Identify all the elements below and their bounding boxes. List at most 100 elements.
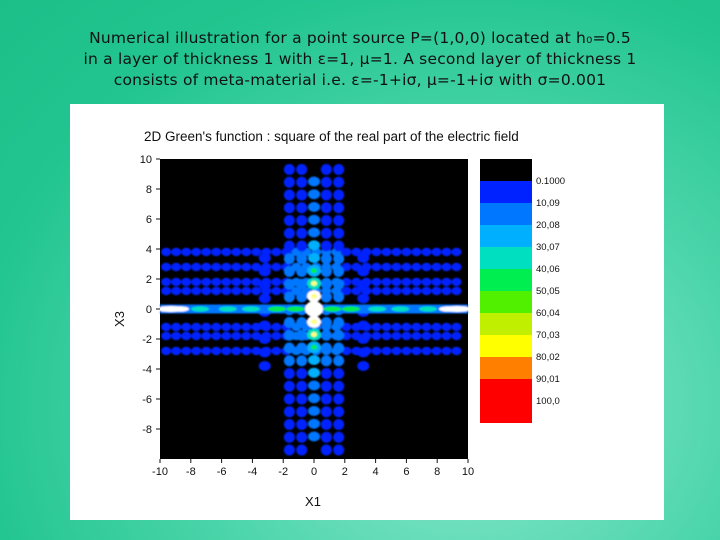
- field-blob: [161, 286, 172, 296]
- field-blob: [201, 262, 212, 272]
- field-blob: [271, 331, 282, 341]
- field-blob: [251, 346, 262, 356]
- legend-swatch: [480, 401, 532, 423]
- field-blob: [371, 262, 382, 272]
- field-blob: [241, 247, 252, 257]
- legend-swatch: [480, 269, 532, 291]
- x-tick-label: -2: [278, 466, 288, 478]
- field-blob: [441, 331, 452, 341]
- field-blob: [411, 286, 422, 296]
- field-blob: [191, 286, 202, 296]
- field-blob: [411, 346, 422, 356]
- field-node: [308, 214, 320, 225]
- y-axis-title: X3: [112, 311, 127, 327]
- field-blob: [161, 346, 172, 356]
- y-tick-label: -4: [142, 364, 152, 376]
- x-tick-label: 0: [311, 466, 317, 478]
- field-blob: [296, 393, 308, 405]
- legend-label: 80,02: [536, 352, 560, 363]
- heatmap-chart: 2D Green's function : square of the real…: [112, 129, 565, 509]
- field-blob: [258, 266, 271, 277]
- field-blob: [451, 346, 462, 356]
- field-node: [308, 202, 320, 212]
- field-blob: [221, 346, 232, 356]
- field-blob: [283, 189, 295, 201]
- field-blob: [221, 286, 232, 296]
- field-blob: [296, 176, 308, 188]
- field-blob: [441, 346, 452, 356]
- field-blob: [371, 331, 382, 341]
- field-blob: [191, 262, 202, 272]
- field-blob: [271, 262, 282, 272]
- legend-label: 50,05: [536, 286, 560, 297]
- field-blob: [283, 368, 295, 379]
- field-blob: [191, 322, 202, 332]
- field-blob: [320, 189, 332, 201]
- field-blob: [320, 227, 332, 239]
- field-blob: [320, 215, 332, 226]
- legend-swatch: [480, 335, 532, 357]
- field-blob: [283, 253, 295, 265]
- field-blob: [431, 286, 442, 296]
- x-tick-label: -4: [248, 466, 258, 478]
- field-blob: [283, 431, 295, 443]
- field-blob: [451, 262, 462, 272]
- x-tick-label: 10: [462, 466, 474, 478]
- field-blob: [357, 280, 370, 290]
- field-blob: [221, 247, 232, 257]
- field-blob: [231, 262, 242, 272]
- field-line-node: [286, 306, 305, 312]
- field-blob: [357, 320, 370, 331]
- field-blob: [421, 277, 432, 287]
- field-blob: [241, 331, 252, 341]
- x-tick-label: -10: [152, 466, 168, 478]
- field-blob: [320, 393, 332, 405]
- field-blob: [283, 227, 295, 239]
- field-blob: [241, 346, 252, 356]
- legend-swatch: [480, 313, 532, 335]
- field-node-core: [311, 293, 317, 299]
- field-node: [308, 227, 320, 238]
- field-blob: [296, 253, 308, 265]
- y-tick-label: 10: [140, 154, 152, 166]
- field-blob: [401, 322, 412, 332]
- field-blob: [381, 286, 392, 296]
- field-blob: [441, 277, 452, 287]
- field-blob: [333, 329, 345, 341]
- field-blob: [258, 361, 271, 371]
- caption-line-2: in a layer of thickness 1 with ε=1, μ=1.…: [83, 50, 637, 68]
- field-blob: [211, 286, 222, 296]
- legend-swatch: [480, 203, 532, 225]
- field-blob: [341, 322, 352, 332]
- field-blob: [320, 176, 332, 188]
- field-blob: [357, 253, 370, 263]
- field-blob: [161, 262, 172, 272]
- y-tick-label: -2: [142, 334, 152, 346]
- field-blob: [381, 322, 392, 332]
- field-blob: [231, 286, 242, 296]
- field-node: [308, 367, 320, 378]
- field-blob: [357, 293, 370, 304]
- field-blob: [401, 262, 412, 272]
- field-blob: [201, 346, 212, 356]
- field-blob: [296, 329, 308, 341]
- field-blob: [258, 293, 271, 304]
- field-blob: [211, 262, 222, 272]
- field-blob: [181, 322, 192, 332]
- field-blob: [283, 240, 295, 252]
- field-blob: [161, 322, 172, 332]
- field-blob: [296, 380, 308, 392]
- field-blob: [333, 342, 345, 354]
- field-line-node: [156, 306, 185, 312]
- field-blob: [171, 346, 182, 356]
- field-blob: [333, 164, 345, 175]
- field-blob: [341, 286, 352, 296]
- figure-panel: 2D Green's function : square of the real…: [70, 104, 664, 520]
- field-blob: [296, 278, 308, 290]
- field-blob: [441, 286, 452, 296]
- field-blob: [333, 240, 345, 252]
- legend-swatch: [480, 181, 532, 203]
- field-blob: [357, 334, 370, 344]
- field-blob: [181, 286, 192, 296]
- field-blob: [201, 322, 212, 332]
